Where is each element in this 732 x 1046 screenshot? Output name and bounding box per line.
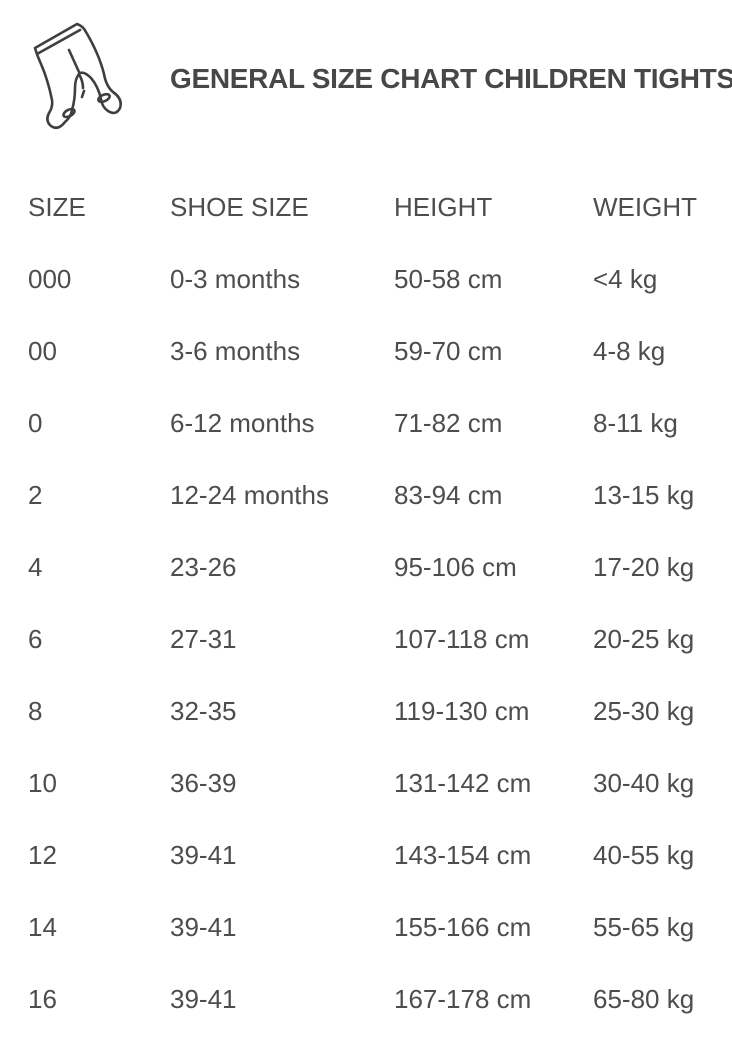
cell-weight: 30-40 kg — [593, 768, 695, 798]
cell-height: 155-166 cm — [394, 912, 532, 942]
column-header-height: HEIGHT — [394, 192, 493, 222]
cell-height: 107-118 cm — [394, 624, 530, 654]
cell-height: 167-178 cm — [394, 984, 532, 1014]
cell-height: 71-82 cm — [394, 408, 503, 438]
cell-shoe-size: 36-39 — [170, 768, 237, 798]
cell-weight: 65-80 kg — [593, 984, 695, 1014]
cell-weight: <4 kg — [593, 264, 658, 294]
column-header-weight: WEIGHT — [593, 192, 697, 222]
cell-size: 000 — [28, 264, 72, 294]
cell-size: 4 — [28, 552, 43, 582]
cell-size: 14 — [28, 912, 57, 942]
cell-weight: 13-15 kg — [593, 480, 695, 510]
cell-size: 2 — [28, 480, 43, 510]
cell-height: 59-70 cm — [394, 336, 503, 366]
cell-shoe-size: 39-41 — [170, 912, 237, 942]
cell-height: 95-106 cm — [394, 552, 517, 582]
cell-size: 00 — [28, 336, 57, 366]
cell-size: 16 — [28, 984, 57, 1014]
cell-weight: 40-55 kg — [593, 840, 695, 870]
cell-height: 131-142 cm — [394, 768, 532, 798]
cell-height: 50-58 cm — [394, 264, 503, 294]
cell-size: 10 — [28, 768, 57, 798]
cell-shoe-size: 39-41 — [170, 840, 237, 870]
cell-shoe-size: 27-31 — [170, 624, 237, 654]
cell-shoe-size: 0-3 months — [170, 264, 301, 294]
page-title: GENERAL SIZE CHART CHILDREN TIGHTS — [170, 63, 732, 94]
cell-shoe-size: 12-24 months — [170, 480, 329, 510]
cell-size: 12 — [28, 840, 57, 870]
cell-weight: 55-65 kg — [593, 912, 695, 942]
cell-shoe-size: 39-41 — [170, 984, 237, 1014]
cell-shoe-size: 23-26 — [170, 552, 237, 582]
cell-size: 6 — [28, 624, 43, 654]
column-header-size: SIZE — [28, 192, 86, 222]
cell-weight: 25-30 kg — [593, 696, 695, 726]
cell-shoe-size: 32-35 — [170, 696, 237, 726]
column-header-shoe-size: SHOE SIZE — [170, 192, 309, 222]
size-chart-table: SIZE SHOE SIZE HEIGHT WEIGHT 000 0-3 mon… — [28, 171, 732, 1035]
cell-shoe-size: 3-6 months — [170, 336, 301, 366]
cell-height: 143-154 cm — [394, 840, 532, 870]
cell-size: 0 — [28, 408, 43, 438]
cell-shoe-size: 6-12 months — [170, 408, 315, 438]
tights-icon — [33, 22, 122, 130]
cell-weight: 8-11 kg — [593, 408, 678, 438]
cell-weight: 17-20 kg — [593, 552, 695, 582]
cell-height: 119-130 cm — [394, 696, 530, 726]
cell-weight: 20-25 kg — [593, 624, 695, 654]
cell-height: 83-94 cm — [394, 480, 503, 510]
cell-weight: 4-8 kg — [593, 336, 666, 366]
cell-size: 8 — [28, 696, 43, 726]
